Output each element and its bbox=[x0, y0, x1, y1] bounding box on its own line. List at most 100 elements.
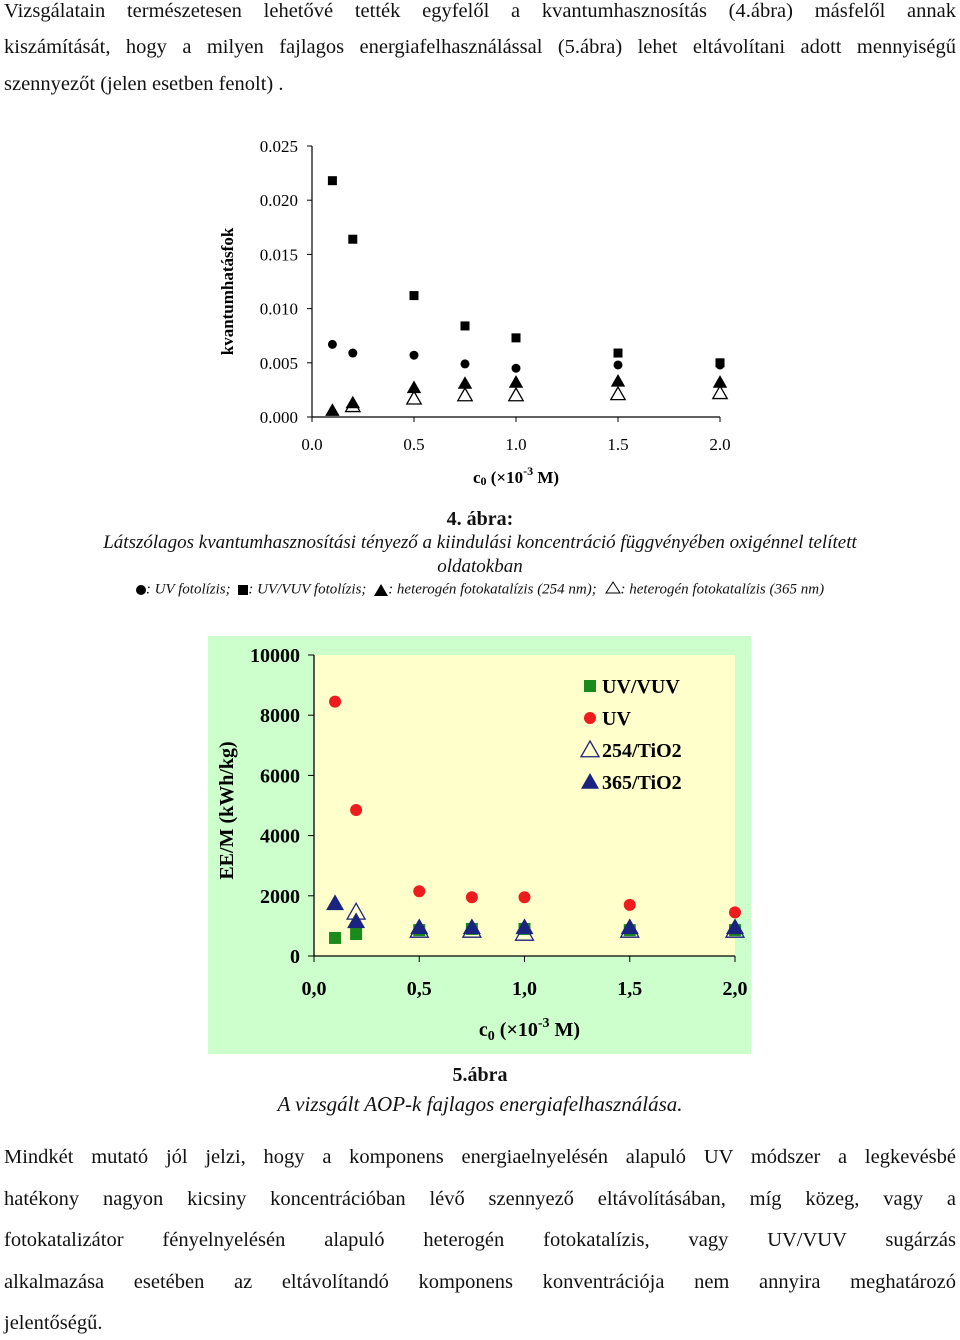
y-tick-label: 2000 bbox=[260, 886, 300, 908]
x-tick-label: 0,0 bbox=[302, 978, 327, 1000]
legend-marker bbox=[584, 680, 596, 692]
x-tick-label: 0.0 bbox=[301, 435, 322, 454]
plot-area bbox=[314, 655, 735, 956]
closing-line-5: jelentőségű. bbox=[4, 1312, 103, 1334]
closing-line-1: Mindkét mutató jól jelzi, hogy a kompone… bbox=[4, 1146, 956, 1168]
data-point bbox=[347, 912, 366, 929]
data-point bbox=[348, 348, 358, 358]
data-point bbox=[518, 891, 531, 904]
data-point bbox=[712, 375, 728, 388]
data-point bbox=[405, 390, 423, 405]
data-point bbox=[350, 804, 363, 817]
legend-label: UV/VUV bbox=[602, 676, 680, 698]
figure-5-caption-sub: A vizsgált AOP-k fajlagos energiafelhasz… bbox=[277, 1092, 683, 1116]
legend-uvvuv-text: : UV/VUV fotolízis; bbox=[248, 581, 367, 598]
data-point bbox=[610, 374, 626, 387]
figure-4-chart: 0.000 0.005 0.010 0.015 0.020 0.025 0.0 0.5 1.0 1… bbox=[218, 137, 731, 488]
series-circle bbox=[327, 339, 725, 373]
data-point bbox=[325, 403, 340, 416]
x-tick-label: 2,0 bbox=[723, 978, 748, 1000]
data-point bbox=[460, 321, 470, 331]
data-point bbox=[327, 176, 337, 186]
figure-5-caption-title: 5.ábra bbox=[452, 1064, 508, 1086]
data-point bbox=[507, 386, 525, 402]
figure-4-legend: : UV fotolízis; : UV/VUV fotolízis; : he… bbox=[0, 581, 960, 599]
legend-marker bbox=[579, 739, 601, 758]
data-point bbox=[410, 918, 429, 935]
y-tick-label: 0.020 bbox=[260, 191, 298, 210]
y-tick-label: 0.010 bbox=[260, 300, 298, 319]
data-point bbox=[406, 380, 422, 394]
data-point bbox=[462, 918, 481, 935]
figure-4-caption-line-1: Látszólagos kvantumhasznosítási tényező … bbox=[103, 532, 857, 553]
data-point bbox=[511, 333, 521, 343]
y-tick-label: 0.005 bbox=[260, 354, 298, 373]
x-axis-label: c0 (×10-3 M) bbox=[473, 464, 559, 488]
data-point bbox=[613, 348, 623, 358]
closing-line-3: fotokatalizátor fényelnyelésén alapuló h… bbox=[4, 1229, 956, 1251]
x-tick-label: 1.5 bbox=[607, 435, 628, 454]
figure-5-chart: 0 2000 4000 6000 8000 10000 0,0 0,5 1,0 1,5 2,0 EE/… bbox=[208, 636, 751, 1054]
legend-365-text: : heterogén fotokatalízis (365 nm) bbox=[620, 581, 825, 598]
x-tick-label: 2.0 bbox=[709, 435, 730, 454]
legend-254-symbol bbox=[374, 584, 389, 596]
legend-365-symbol bbox=[604, 581, 621, 599]
x-tick-label: 1,0 bbox=[512, 978, 537, 1000]
intro-line-3: szennyezőt (jelen esetben fenolt) . bbox=[4, 73, 284, 95]
x-axis-label: c0 (×10-3 M) bbox=[479, 1016, 580, 1044]
data-point bbox=[726, 918, 744, 935]
data-point bbox=[345, 395, 360, 409]
legend-uv-symbol bbox=[135, 585, 146, 595]
data-point bbox=[326, 894, 345, 911]
data-point bbox=[609, 385, 627, 401]
data-point bbox=[457, 376, 473, 389]
data-point bbox=[465, 891, 478, 904]
closing-line-4: alkalmazása esetében az eltávolítandó ko… bbox=[4, 1271, 956, 1293]
data-point bbox=[620, 918, 639, 935]
data-point bbox=[711, 384, 729, 400]
legend-marker bbox=[584, 712, 596, 724]
y-axis-label: EE/M (kWh/kg) bbox=[216, 741, 238, 879]
y-tick-label: 0.015 bbox=[260, 245, 298, 264]
legend: UV/VUV UV 254/TiO2 365/TiO2 bbox=[579, 676, 682, 794]
data-point bbox=[729, 906, 741, 919]
figure-4-caption-line-2: oldatokban bbox=[437, 556, 523, 577]
series-square bbox=[327, 176, 725, 368]
data-point bbox=[350, 928, 363, 941]
y-tick-label: 6000 bbox=[260, 765, 300, 787]
legend-254-text: : heterogén fotokatalízis (254 nm); bbox=[388, 581, 597, 598]
figure-4-caption-title: 4. ábra: bbox=[446, 508, 514, 530]
data-point bbox=[327, 339, 337, 349]
y-tick-label: 0 bbox=[290, 946, 300, 968]
data-point bbox=[329, 931, 342, 944]
data-point bbox=[329, 695, 342, 708]
data-point bbox=[413, 885, 426, 898]
x-tick-label: 0.5 bbox=[403, 435, 424, 454]
y-tick-label: 10000 bbox=[250, 645, 300, 667]
data-point bbox=[409, 350, 419, 360]
data-point bbox=[511, 363, 521, 373]
legend-uvvuv-symbol bbox=[238, 585, 249, 595]
data-point bbox=[348, 234, 358, 244]
series-triangle-filled bbox=[325, 374, 728, 416]
series-365/TiO2 bbox=[326, 894, 744, 935]
data-point bbox=[344, 397, 362, 413]
legend-label: UV bbox=[602, 708, 631, 730]
legend-label: 254/TiO2 bbox=[602, 740, 682, 762]
y-tick-label: 0.025 bbox=[260, 137, 298, 156]
x-tick-label: 1.0 bbox=[505, 435, 526, 454]
data-point bbox=[508, 375, 524, 388]
closing-line-2: hatékony nagyon kicsiny koncentrációban … bbox=[4, 1188, 956, 1210]
series-triangle-open bbox=[344, 384, 729, 413]
legend-marker bbox=[581, 773, 599, 789]
legend-label: 365/TiO2 bbox=[602, 772, 682, 794]
data-point bbox=[456, 386, 474, 402]
y-tick-label: 8000 bbox=[260, 705, 300, 727]
data-point bbox=[715, 360, 725, 370]
y-tick-label: 4000 bbox=[260, 826, 300, 848]
y-axis-label: kvantumhatásfok bbox=[218, 227, 237, 355]
x-tick-label: 1,5 bbox=[617, 978, 642, 1000]
data-point bbox=[613, 360, 623, 370]
intro-line-2: kiszámítását, hogy a milyen fajlagos ene… bbox=[4, 36, 956, 58]
data-point bbox=[460, 359, 470, 369]
